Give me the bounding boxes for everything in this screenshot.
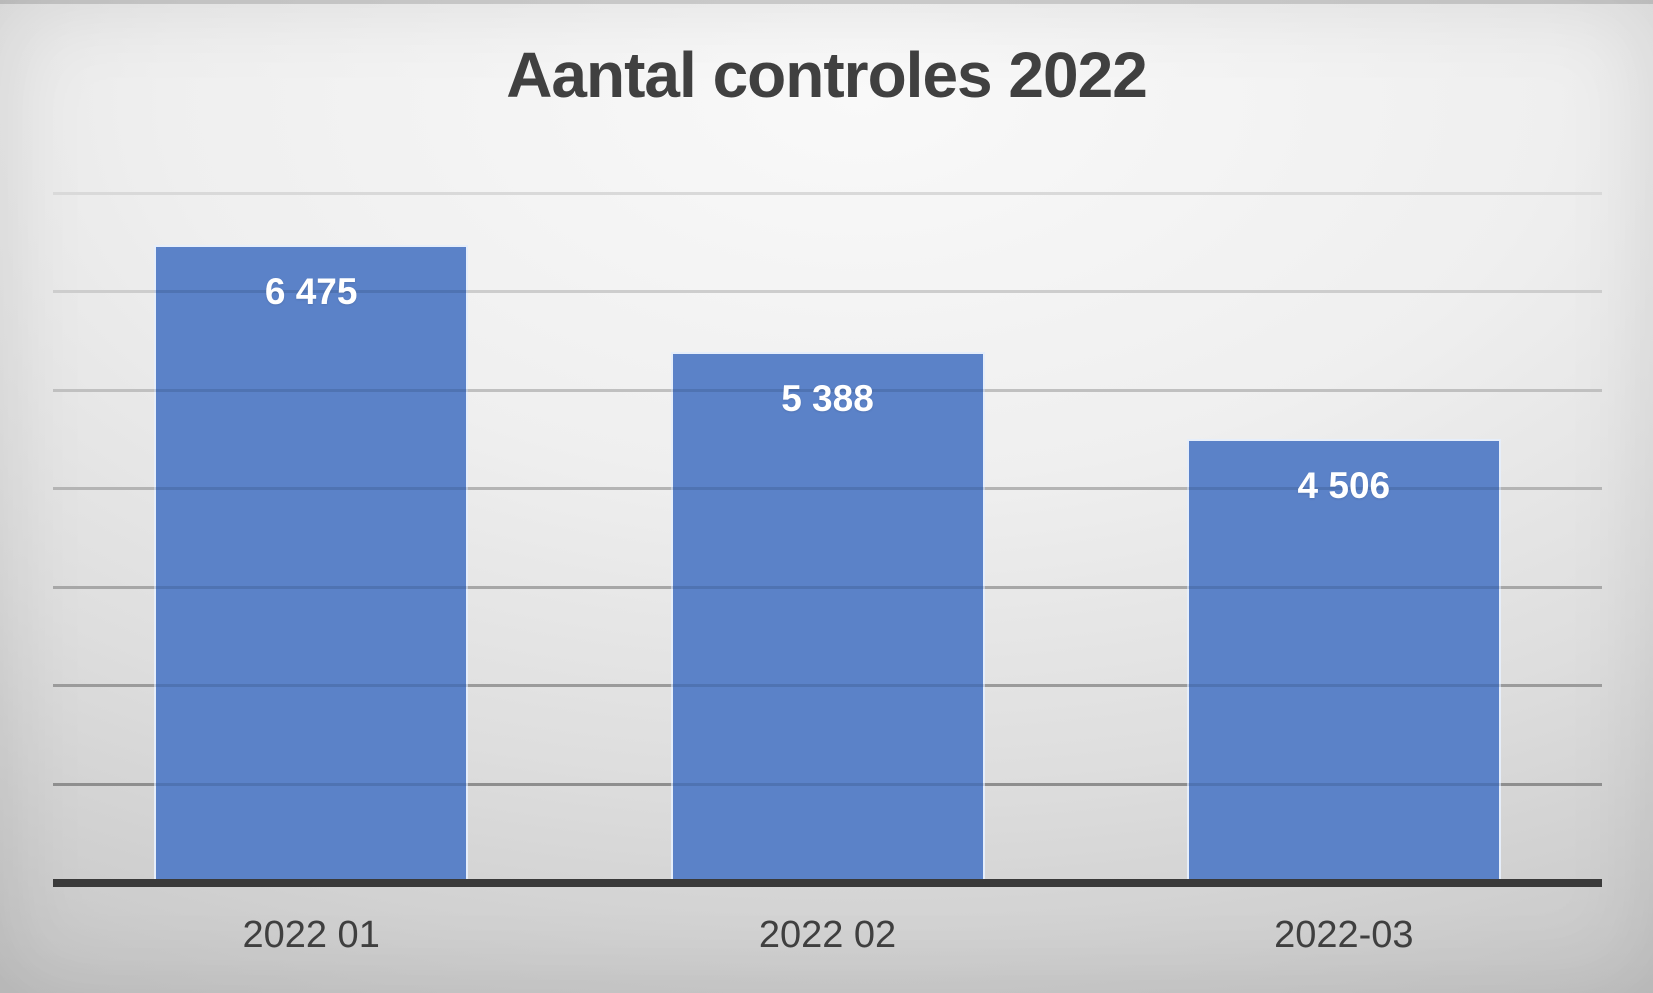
gridline bbox=[53, 191, 1602, 195]
gridline-over-bar bbox=[670, 487, 985, 491]
bar-2022-01 bbox=[154, 244, 469, 883]
gridline-over-bar bbox=[154, 585, 469, 589]
bar-2022-02 bbox=[670, 351, 985, 883]
x-axis-line bbox=[53, 879, 1602, 887]
gridline-over-bar bbox=[154, 684, 469, 688]
gridline-over-bar bbox=[670, 782, 985, 786]
x-axis-label: 2022-03 bbox=[1274, 914, 1414, 956]
gridline-over-bar bbox=[670, 388, 985, 392]
gridline-over-bar bbox=[1186, 487, 1501, 491]
bar-value-label: 6 475 bbox=[264, 270, 358, 312]
chart-title: Aantal controles 2022 bbox=[506, 39, 1148, 111]
gridline-over-bar bbox=[154, 290, 469, 294]
bar-2022-03 bbox=[1186, 438, 1501, 883]
gridline-over-bar bbox=[1186, 585, 1501, 589]
x-axis-label: 2022 02 bbox=[758, 914, 897, 956]
gridline-over-bar bbox=[1186, 782, 1501, 786]
gridline-over-bar bbox=[670, 684, 985, 688]
gridline-over-bar bbox=[154, 782, 469, 786]
gridline-over-bar bbox=[1186, 684, 1501, 688]
bar-value-label: 4 506 bbox=[1297, 464, 1391, 506]
gridline-over-bar bbox=[670, 585, 985, 589]
bar-value-label: 5 388 bbox=[781, 377, 874, 419]
gridline-over-bar bbox=[154, 388, 469, 392]
gridline-over-bar bbox=[154, 487, 469, 491]
gridline bbox=[53, 290, 1602, 294]
x-axis-label: 2022 01 bbox=[242, 914, 380, 956]
